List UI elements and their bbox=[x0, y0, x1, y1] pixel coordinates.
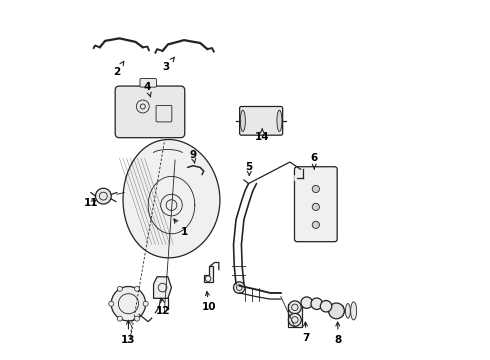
Text: 3: 3 bbox=[163, 57, 174, 72]
Text: 9: 9 bbox=[190, 150, 196, 163]
Ellipse shape bbox=[351, 302, 357, 320]
Ellipse shape bbox=[341, 305, 344, 316]
Polygon shape bbox=[204, 266, 213, 282]
Circle shape bbox=[135, 286, 140, 291]
Circle shape bbox=[311, 298, 322, 310]
Circle shape bbox=[312, 221, 319, 228]
Circle shape bbox=[329, 303, 344, 319]
FancyBboxPatch shape bbox=[115, 86, 185, 138]
Circle shape bbox=[312, 185, 319, 193]
Circle shape bbox=[109, 301, 114, 306]
Ellipse shape bbox=[335, 307, 338, 315]
Circle shape bbox=[96, 188, 111, 204]
FancyBboxPatch shape bbox=[140, 78, 156, 87]
Circle shape bbox=[234, 282, 245, 293]
Text: 2: 2 bbox=[113, 62, 124, 77]
Circle shape bbox=[111, 287, 146, 321]
Text: 10: 10 bbox=[202, 292, 217, 312]
Text: 11: 11 bbox=[84, 198, 99, 208]
Text: 14: 14 bbox=[255, 129, 270, 142]
Ellipse shape bbox=[240, 110, 245, 131]
Polygon shape bbox=[153, 277, 172, 298]
Text: 4: 4 bbox=[144, 82, 151, 97]
Circle shape bbox=[135, 316, 140, 321]
Circle shape bbox=[117, 316, 122, 321]
FancyBboxPatch shape bbox=[294, 167, 337, 242]
Circle shape bbox=[301, 297, 313, 309]
Circle shape bbox=[117, 286, 122, 291]
Ellipse shape bbox=[277, 110, 282, 131]
Circle shape bbox=[289, 301, 301, 314]
Text: 13: 13 bbox=[121, 320, 136, 345]
Polygon shape bbox=[123, 140, 220, 258]
Text: 5: 5 bbox=[245, 162, 253, 176]
Circle shape bbox=[289, 314, 301, 326]
Text: 7: 7 bbox=[302, 322, 310, 343]
Ellipse shape bbox=[345, 303, 350, 318]
Text: 6: 6 bbox=[311, 153, 318, 169]
Text: 8: 8 bbox=[335, 322, 342, 345]
Text: 12: 12 bbox=[156, 299, 171, 316]
FancyBboxPatch shape bbox=[240, 107, 283, 135]
Circle shape bbox=[143, 301, 148, 306]
Circle shape bbox=[312, 203, 319, 211]
Circle shape bbox=[320, 301, 332, 312]
Text: 1: 1 bbox=[174, 219, 188, 237]
